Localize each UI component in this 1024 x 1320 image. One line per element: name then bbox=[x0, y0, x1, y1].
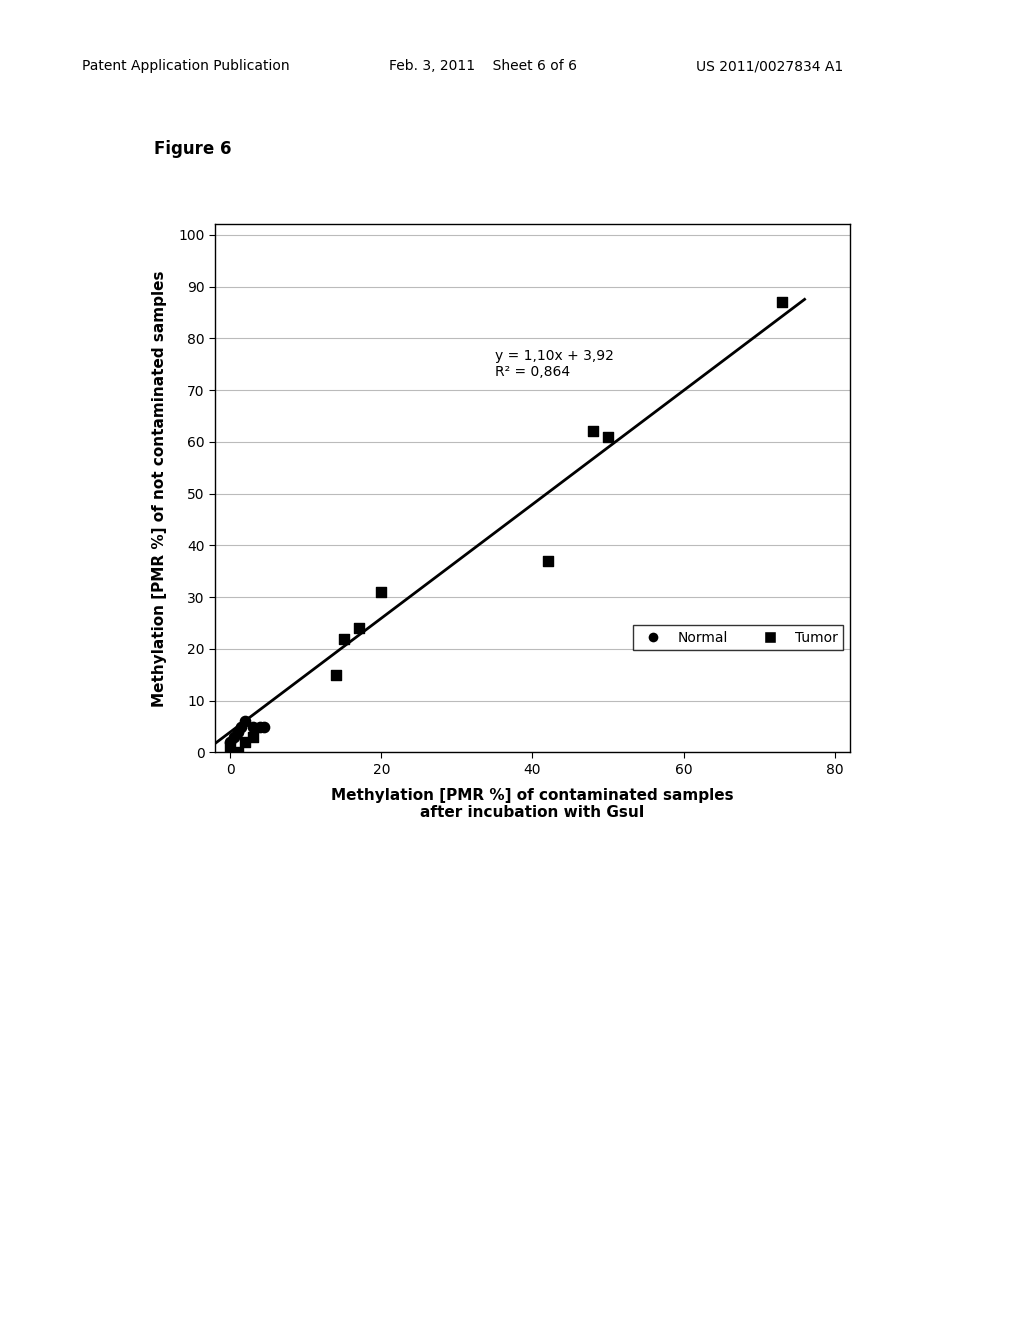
X-axis label: Methylation [PMR %] of contaminated samples
after incubation with GsuI: Methylation [PMR %] of contaminated samp… bbox=[331, 788, 734, 820]
Normal bbox=[238, 710, 254, 731]
Tumor bbox=[222, 737, 239, 758]
Normal bbox=[222, 731, 239, 752]
Text: Figure 6: Figure 6 bbox=[154, 140, 231, 158]
Tumor bbox=[585, 421, 601, 442]
Normal bbox=[245, 715, 261, 737]
Text: US 2011/0027834 A1: US 2011/0027834 A1 bbox=[696, 59, 844, 74]
Tumor bbox=[335, 628, 351, 649]
Tumor bbox=[229, 742, 246, 763]
Tumor bbox=[328, 664, 344, 685]
Legend: Normal, Tumor: Normal, Tumor bbox=[633, 626, 843, 651]
Tumor bbox=[373, 581, 389, 602]
Normal bbox=[252, 715, 268, 737]
Text: Feb. 3, 2011    Sheet 6 of 6: Feb. 3, 2011 Sheet 6 of 6 bbox=[389, 59, 578, 74]
Y-axis label: Methylation [PMR %] of not contaminated samples: Methylation [PMR %] of not contaminated … bbox=[153, 271, 167, 706]
Normal bbox=[229, 721, 246, 742]
Normal bbox=[233, 715, 250, 737]
Normal bbox=[256, 715, 272, 737]
Tumor bbox=[238, 731, 254, 752]
Tumor bbox=[245, 726, 261, 747]
Text: y = 1,10x + 3,92
R² = 0,864: y = 1,10x + 3,92 R² = 0,864 bbox=[495, 348, 613, 379]
Tumor bbox=[600, 426, 616, 447]
Tumor bbox=[350, 618, 367, 639]
Tumor bbox=[540, 550, 556, 572]
Normal bbox=[225, 726, 242, 747]
Tumor bbox=[774, 292, 791, 313]
Text: Patent Application Publication: Patent Application Publication bbox=[82, 59, 290, 74]
